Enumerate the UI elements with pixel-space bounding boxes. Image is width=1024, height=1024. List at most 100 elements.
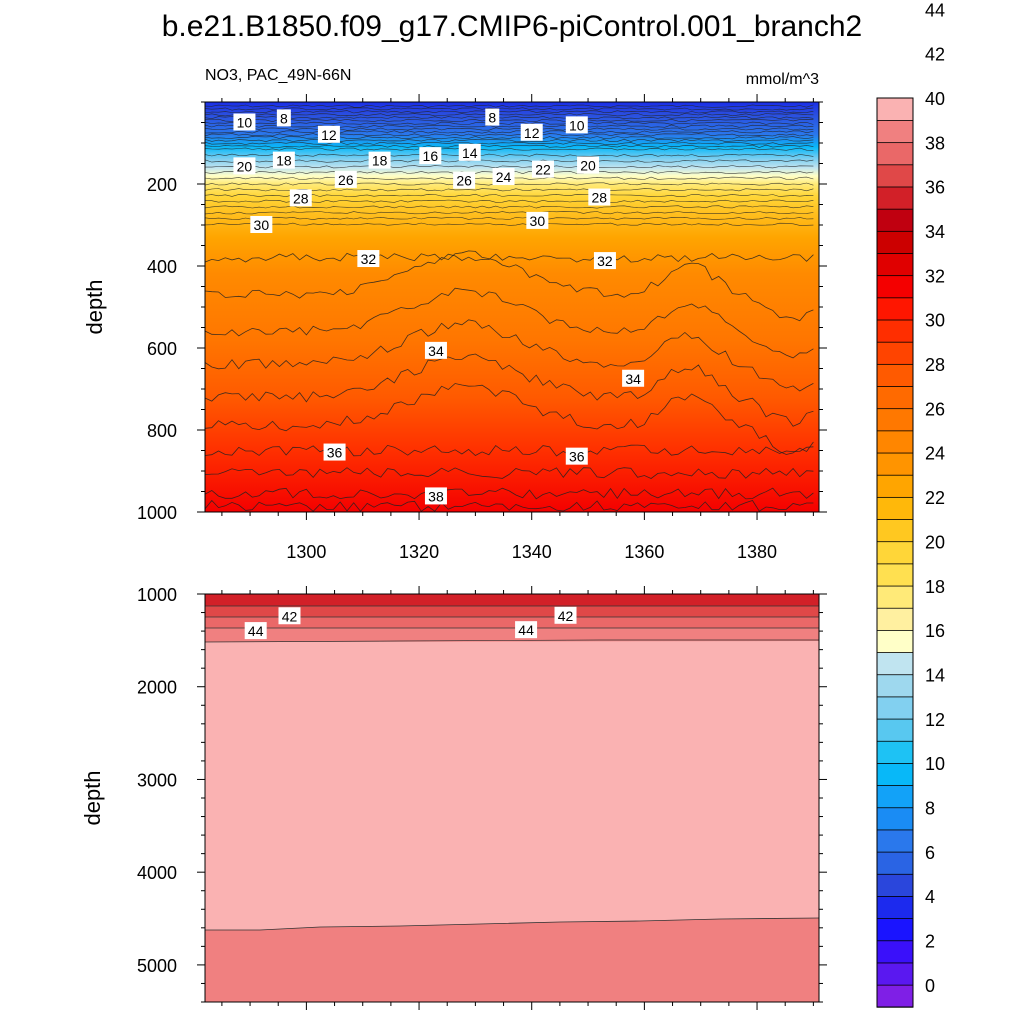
colorbar-label: 20 — [925, 532, 945, 552]
upper-contour-line — [205, 487, 814, 500]
upper-contour-line — [205, 130, 814, 134]
lower-band-42 — [205, 594, 819, 606]
colorbar-swatch — [876, 141, 914, 166]
contour-label: 20 — [233, 157, 256, 175]
colorbar-label: 14 — [925, 665, 945, 685]
upper-contour-line — [205, 133, 814, 137]
upper-contour-line — [205, 287, 814, 359]
contour-label-text: 30 — [530, 213, 546, 229]
colorbar-label: 30 — [925, 311, 945, 331]
contour-label: 30 — [250, 216, 273, 233]
x-tick-label: 1360 — [624, 542, 664, 562]
y-tick-label: 3000 — [137, 770, 177, 790]
upper-contour-line — [205, 107, 814, 111]
contour-label-box — [554, 606, 577, 624]
contour-label-text: 20 — [237, 158, 253, 174]
colorbar-swatch — [876, 385, 914, 410]
upper-contour-line — [205, 115, 814, 120]
contour-label-text: 8 — [488, 110, 496, 126]
contour-label: 30 — [526, 211, 549, 229]
colorbar-label: 34 — [925, 222, 945, 242]
units-label: mmol/m^3 — [746, 71, 819, 88]
upper-contour-line — [205, 383, 814, 455]
upper-x-ticks: 1300 1320 1340 1360 1380 — [221, 94, 814, 562]
colorbar-label: 22 — [925, 488, 945, 508]
contour-label-box — [368, 151, 391, 169]
colorbar-swatch — [876, 274, 914, 299]
contour-label-box — [593, 252, 616, 270]
contour-label-box — [588, 188, 611, 206]
contour-label-text: 30 — [254, 217, 270, 233]
upper-contour-line — [205, 467, 814, 479]
colorbar-swatch — [876, 762, 914, 786]
contour-label-box — [565, 447, 588, 465]
colorbar-label: 16 — [925, 621, 945, 641]
contour-label-box — [485, 108, 500, 126]
contour-label: 44 — [244, 622, 267, 640]
contour-label-box — [357, 250, 380, 268]
contour-label-box — [453, 171, 476, 189]
colorbar-label: 36 — [925, 178, 945, 198]
upper-contour-line — [205, 141, 814, 145]
chart-title: b.e21.B1850.f09_g17.CMIP6-piControl.001_… — [162, 10, 863, 43]
contour-label-text: 34 — [428, 343, 444, 359]
contour-label-text: 26 — [456, 173, 472, 189]
upper-contour-line — [205, 118, 814, 123]
contour-label: 24 — [492, 168, 515, 186]
contour-label: 10 — [565, 116, 588, 134]
upper-contour-line — [205, 136, 814, 140]
colorbar-label: 8 — [925, 798, 935, 818]
colorbar-swatch — [876, 230, 914, 254]
contour-label-box — [323, 443, 346, 461]
lower-x-ticks — [221, 586, 814, 1010]
contour-label: 20 — [577, 156, 600, 174]
contour-label-text: 42 — [282, 608, 298, 624]
contour-label-text: 24 — [496, 169, 512, 185]
lower-contour-line — [205, 917, 819, 931]
colorbar-swatch — [876, 563, 914, 587]
y-tick-label: 600 — [147, 339, 177, 359]
contour-label: 44 — [515, 621, 538, 639]
colorbar-swatch — [876, 984, 914, 1008]
contour-label: 12 — [520, 123, 543, 141]
upper-contour-line — [205, 159, 814, 163]
x-tick-label: 1300 — [286, 542, 326, 562]
contour-label-box — [276, 109, 291, 127]
y-tick-label: 2000 — [137, 678, 177, 698]
colorbar-swatch — [876, 674, 914, 698]
upper-contour-line — [205, 216, 814, 221]
contour-label: 36 — [323, 443, 346, 461]
contour-label-text: 18 — [276, 153, 292, 169]
x-tick-label: 1380 — [737, 542, 777, 562]
contour-label-text: 12 — [321, 127, 337, 143]
upper-contour-line — [205, 444, 814, 457]
contour-label: 10 — [233, 113, 256, 131]
y-tick-label: 4000 — [137, 863, 177, 883]
contour-label-box — [520, 123, 543, 141]
contour-label: 22 — [531, 160, 554, 178]
lower-contour-labels: 42 44 42 44 — [244, 606, 577, 640]
contour-label-text: 16 — [423, 148, 439, 164]
colorbar-label: 18 — [925, 577, 945, 597]
colorbar-swatch — [876, 917, 914, 942]
contour-label-text: 42 — [558, 608, 574, 624]
upper-field — [205, 102, 819, 512]
colorbar-label: 42 — [925, 45, 945, 65]
colorbar-swatch — [876, 341, 914, 365]
contour-label-text: 18 — [372, 153, 388, 169]
upper-panel: 1300 1320 1340 1360 1380 200 400 600 800 1000 de… — [82, 94, 827, 562]
colorbar-label: 4 — [925, 887, 935, 907]
contour-label: 28 — [588, 188, 611, 206]
colorbar-swatch — [876, 363, 914, 387]
contour-label-text: 34 — [625, 371, 641, 387]
colorbar-label: 28 — [925, 355, 945, 375]
lower-contour-lines — [205, 605, 819, 643]
upper-contour-lines — [205, 104, 814, 512]
contour-label-box — [278, 607, 301, 625]
contour-label-text: 36 — [569, 449, 585, 465]
contour-label-box — [272, 151, 295, 169]
x-tick-label: 1320 — [399, 542, 439, 562]
upper-contour-line — [205, 104, 814, 108]
upper-contour-line — [205, 353, 814, 427]
